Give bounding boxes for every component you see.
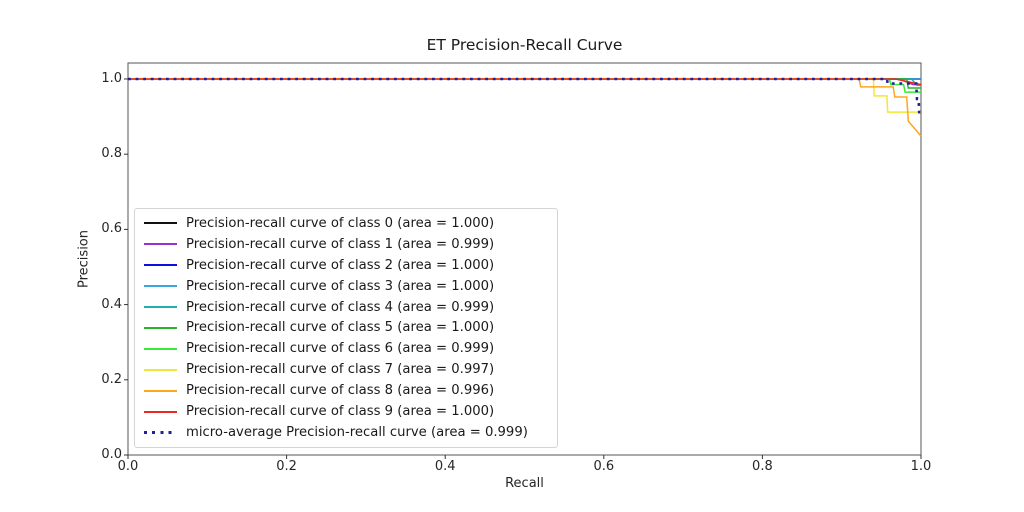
x-tick-label: 0.0 bbox=[117, 459, 139, 474]
legend-item-class-9: Precision-recall curve of class 9 (area … bbox=[144, 401, 557, 422]
legend-item-class-8: Precision-recall curve of class 8 (area … bbox=[144, 380, 557, 401]
legend-label: Precision-recall curve of class 2 (area … bbox=[186, 257, 495, 273]
legend-label: micro-average Precision-recall curve (ar… bbox=[186, 425, 528, 441]
y-axis-label: Precision bbox=[76, 229, 92, 289]
legend-swatch-class-8 bbox=[144, 389, 177, 392]
legend-swatch-class-6 bbox=[144, 347, 177, 350]
y-tick-label: 0.8 bbox=[101, 146, 122, 162]
legend-swatch-class-9 bbox=[144, 410, 177, 413]
x-tick-label: 0.6 bbox=[593, 459, 615, 474]
legend-item-class-7: Precision-recall curve of class 7 (area … bbox=[144, 359, 557, 380]
legend-swatch-class-2 bbox=[144, 264, 177, 267]
legend-label: Precision-recall curve of class 8 (area … bbox=[186, 383, 495, 399]
legend-swatch-class-5 bbox=[144, 326, 177, 329]
legend-label: Precision-recall curve of class 3 (area … bbox=[186, 278, 495, 294]
x-tick-label: 0.8 bbox=[752, 459, 773, 474]
series-line-class-7 bbox=[128, 78, 921, 113]
legend-item-class-1: Precision-recall curve of class 1 (area … bbox=[144, 234, 557, 255]
y-tick-label: 1.0 bbox=[101, 70, 122, 86]
legend-swatch-class-4 bbox=[144, 306, 177, 309]
legend-label: Precision-recall curve of class 5 (area … bbox=[186, 320, 495, 336]
series-line-class-9 bbox=[128, 78, 922, 86]
legend-swatch-class-3 bbox=[144, 285, 177, 288]
x-tick-label: 1.0 bbox=[910, 459, 932, 474]
x-axis-label: Recall bbox=[505, 476, 544, 491]
legend-swatch-class-0 bbox=[144, 222, 177, 225]
legend: Precision-recall curve of class 0 (area … bbox=[134, 208, 558, 448]
x-tick-label: 0.4 bbox=[434, 459, 456, 474]
legend-label: Precision-recall curve of class 9 (area … bbox=[186, 404, 495, 420]
legend-label: Precision-recall curve of class 4 (area … bbox=[186, 299, 495, 315]
x-tick-label: 0.2 bbox=[276, 459, 297, 474]
legend-label: Precision-recall curve of class 7 (area … bbox=[186, 362, 495, 378]
series-line-class-6 bbox=[128, 78, 921, 93]
chart-title: ET Precision-Recall Curve bbox=[426, 36, 623, 54]
y-tick-label: 0.6 bbox=[101, 221, 122, 237]
legend-item-class-5: Precision-recall curve of class 5 (area … bbox=[144, 318, 557, 339]
series-line-class-5 bbox=[128, 78, 921, 89]
legend-item-class-2: Precision-recall curve of class 2 (area … bbox=[144, 255, 557, 276]
series-line-class-8 bbox=[128, 78, 922, 137]
series-line-micro-average bbox=[128, 77, 921, 118]
y-tick-label: 0.2 bbox=[101, 371, 122, 387]
y-tick-label: 0.4 bbox=[101, 296, 122, 312]
legend-label: Precision-recall curve of class 1 (area … bbox=[186, 236, 495, 252]
legend-item-class-3: Precision-recall curve of class 3 (area … bbox=[144, 276, 557, 297]
legend-label: Precision-recall curve of class 6 (area … bbox=[186, 341, 495, 357]
legend-swatch-class-1 bbox=[144, 243, 177, 246]
legend-item-class-6: Precision-recall curve of class 6 (area … bbox=[144, 338, 557, 359]
legend-swatch-class-7 bbox=[144, 368, 177, 371]
legend-item-class-0: Precision-recall curve of class 0 (area … bbox=[144, 213, 557, 234]
legend-swatch-micro-average bbox=[144, 431, 177, 435]
legend-item-micro-average: micro-average Precision-recall curve (ar… bbox=[144, 422, 557, 443]
legend-label: Precision-recall curve of class 0 (area … bbox=[186, 215, 495, 231]
y-tick-label: 0.0 bbox=[101, 447, 122, 462]
axes-spines bbox=[127, 62, 922, 456]
legend-item-class-4: Precision-recall curve of class 4 (area … bbox=[144, 297, 557, 318]
